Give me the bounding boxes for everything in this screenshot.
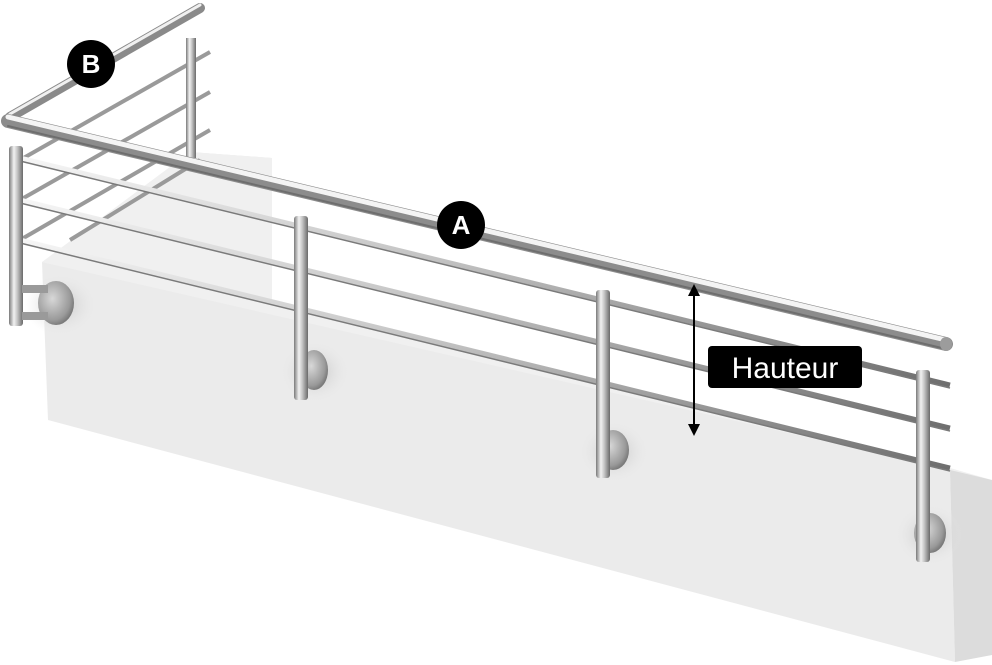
infill-bar-shade [19, 202, 951, 432]
marker-b-label: B [82, 49, 101, 79]
marker-b: B [67, 40, 115, 88]
concrete-wall [42, 152, 992, 662]
handrail-end-cap [940, 337, 952, 351]
marker-a: A [437, 201, 485, 249]
post [294, 216, 308, 400]
post [596, 290, 610, 478]
side-infill-bar [18, 128, 212, 242]
height-label-text: Hauteur [732, 352, 839, 385]
side-infill-bar [68, 158, 202, 242]
side-infill-bar [19, 50, 211, 162]
infill-bar [19, 197, 951, 431]
post [9, 146, 23, 326]
side-post [186, 38, 196, 158]
infill-bar-shade [19, 242, 951, 472]
wall-front-face [42, 262, 955, 662]
post-bracket [22, 285, 48, 293]
wall-end-face [950, 470, 992, 662]
height-label-box [708, 346, 862, 388]
post-bracket [22, 312, 48, 320]
marker-a-circle [437, 201, 485, 249]
marker-a-label: A [452, 210, 471, 240]
posts [9, 146, 930, 562]
marker-b-circle [67, 40, 115, 88]
infill-bar [19, 237, 951, 471]
height-label: Hauteur [708, 346, 862, 388]
post [916, 370, 930, 562]
